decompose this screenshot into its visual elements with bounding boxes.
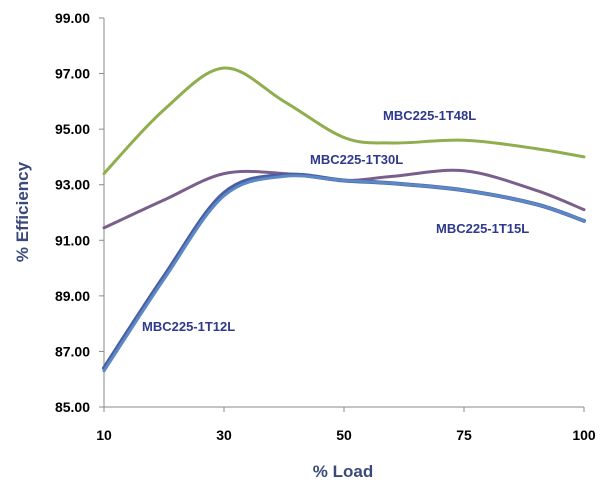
series-layer	[102, 66, 586, 373]
y-tick-label: 99.00	[55, 10, 90, 26]
y-tick-label: 85.00	[55, 399, 90, 415]
label-layer: MBC225-1T48L MBC225-1T30L MBC225-1T15L MBC2…	[142, 108, 529, 334]
y-axis-title: % Efficiency	[13, 161, 32, 262]
x-tick-label: 30	[216, 427, 232, 443]
series-label-mbc225-1t12l: MBC225-1T12L	[142, 319, 235, 334]
y-tick-label: 93.00	[55, 177, 90, 193]
series-line-mbc225-1t12l	[102, 174, 586, 373]
y-tick-label: 97.00	[55, 66, 90, 82]
axes	[99, 17, 585, 412]
x-tick-label: 10	[96, 427, 112, 443]
x-tick-label: 75	[456, 427, 472, 443]
series-label-mbc225-1t15l: MBC225-1T15L	[436, 221, 529, 236]
y-tick-label: 87.00	[55, 343, 90, 359]
series-line-mbc225-1t48l	[102, 66, 586, 176]
series-line-mbc225-1t15l	[102, 172, 586, 371]
y-tick-label: 95.00	[55, 121, 90, 137]
x-tick-label: 100	[572, 427, 596, 443]
tick-layer: 85.00 87.00 89.00 91.00 93.00 95.00 97.00 99.00…	[55, 10, 596, 443]
series-label-mbc225-1t30l: MBC225-1T30L	[310, 152, 403, 167]
x-axis-title: % Load	[313, 462, 373, 481]
x-tick-label: 50	[336, 427, 352, 443]
y-tick-label: 91.00	[55, 232, 90, 248]
series-label-mbc225-1t48l: MBC225-1T48L	[383, 108, 476, 123]
y-tick-label: 89.00	[55, 288, 90, 304]
